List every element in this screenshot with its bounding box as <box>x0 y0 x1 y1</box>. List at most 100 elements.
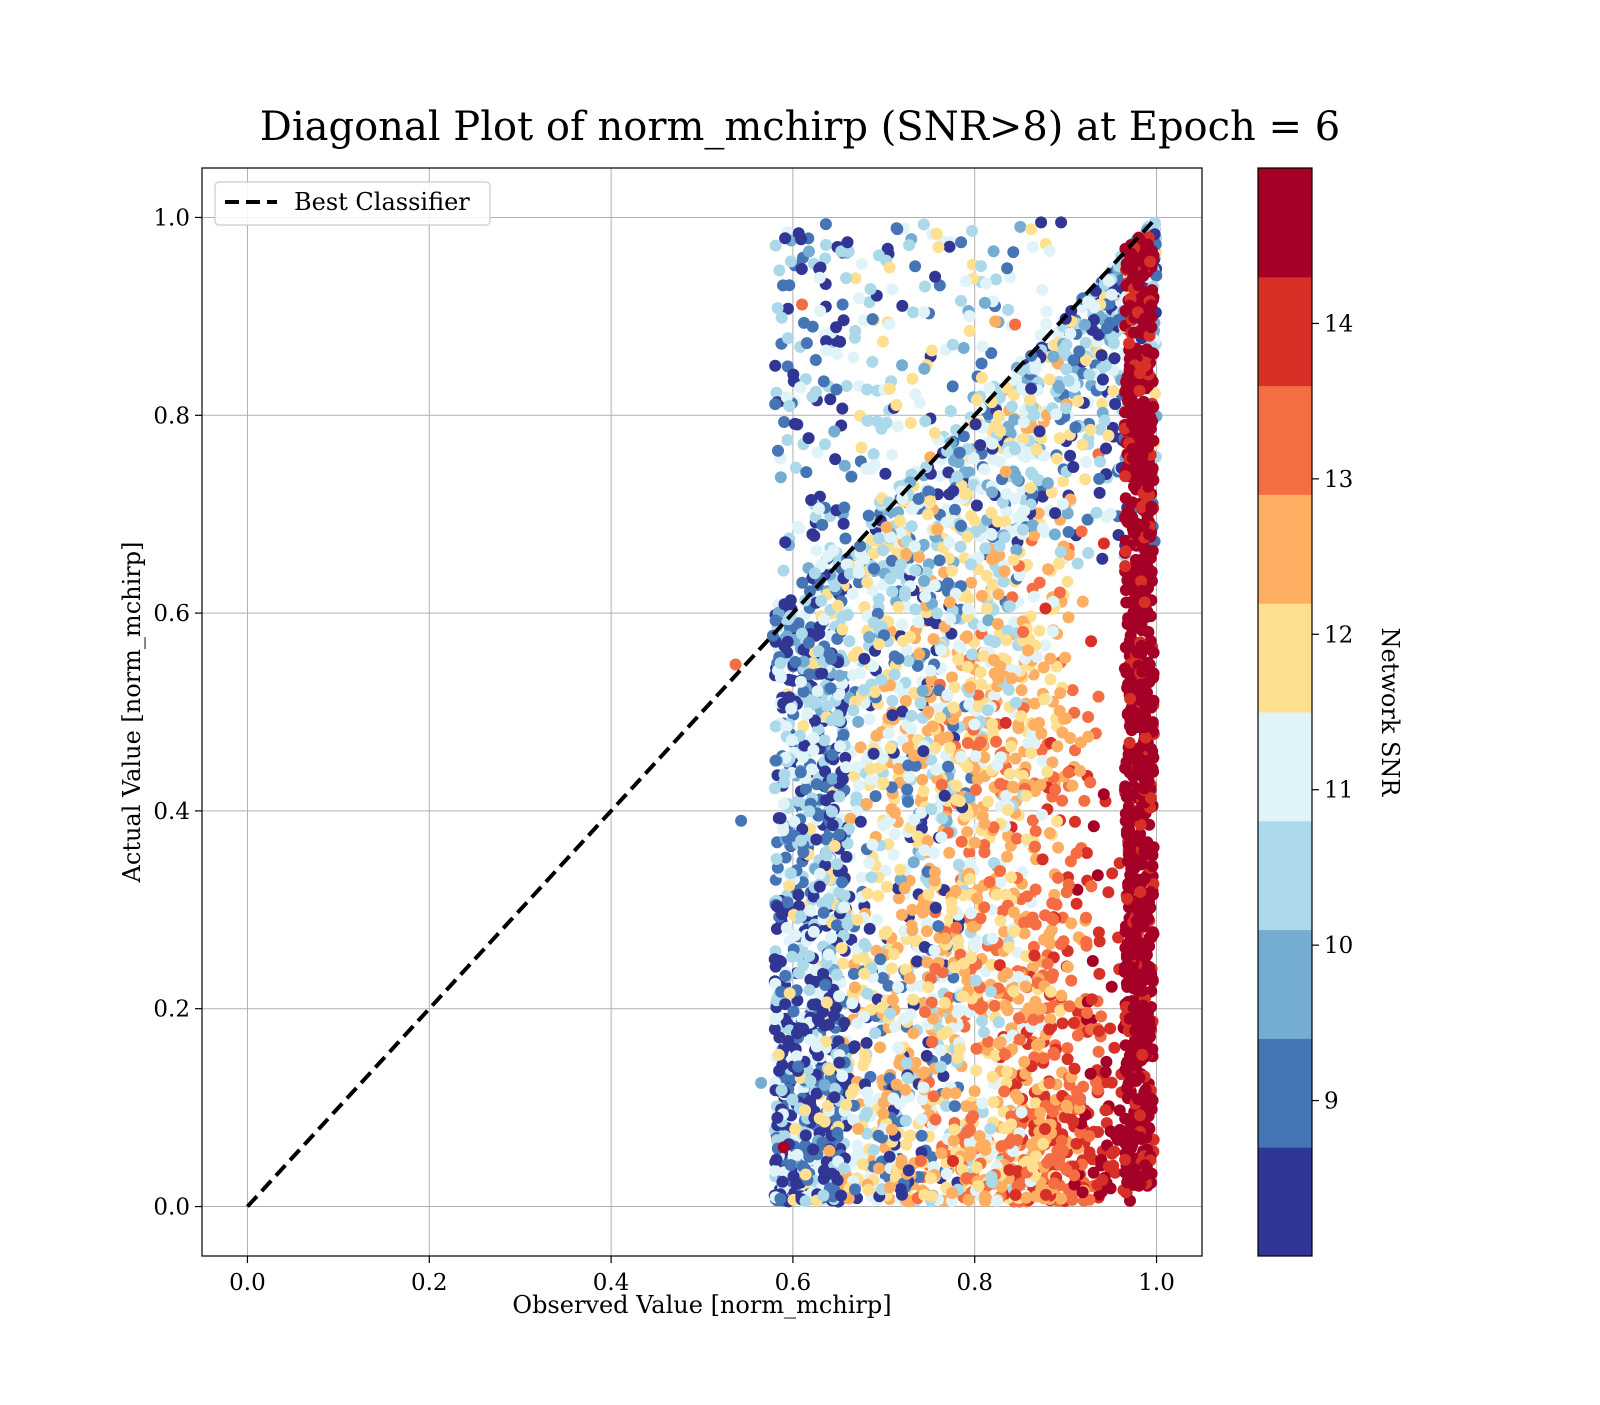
scatter-point <box>943 847 955 859</box>
scatter-point <box>1108 1042 1120 1054</box>
scatter-point <box>1002 304 1014 316</box>
scatter-point <box>1122 375 1134 387</box>
scatter-point <box>1053 558 1065 570</box>
scatter-point <box>829 580 841 592</box>
scatter-point <box>1053 382 1065 394</box>
scatter-point <box>828 1091 840 1103</box>
scatter-point <box>986 553 998 565</box>
scatter-point <box>825 932 837 944</box>
scatter-point <box>976 590 988 602</box>
scatter-point <box>815 262 827 274</box>
scatter-point <box>946 1187 958 1199</box>
scatter-point <box>773 264 785 276</box>
scatter-point <box>1039 909 1051 921</box>
scatter-point <box>1077 439 1089 451</box>
scatter-point <box>819 979 831 991</box>
scatter-point <box>941 1168 953 1180</box>
scatter-point <box>1079 473 1091 485</box>
scatter-point <box>830 384 842 396</box>
scatter-point <box>837 611 849 623</box>
scatter-point <box>1010 374 1022 386</box>
scatter-point <box>779 232 791 244</box>
scatter-point <box>918 306 930 318</box>
scatter-point <box>1094 487 1106 499</box>
scatter-point <box>791 1050 803 1062</box>
scatter-point <box>964 873 976 885</box>
scatter-point <box>1082 711 1094 723</box>
scatter-point <box>1030 825 1042 837</box>
scatter-point <box>991 889 1003 901</box>
scatter-point <box>1010 697 1022 709</box>
scatter-point <box>1011 1134 1023 1146</box>
scatter-point <box>838 901 850 913</box>
scatter-point <box>1008 985 1020 997</box>
scatter-point <box>1027 1161 1039 1173</box>
scatter-point <box>1102 430 1114 442</box>
scatter-point <box>1092 1083 1104 1095</box>
scatter-point <box>866 871 878 883</box>
scatter-point <box>771 1112 783 1124</box>
scatter-point <box>866 356 878 368</box>
scatter-point <box>811 778 823 790</box>
scatter-point <box>781 896 793 908</box>
scatter-point <box>935 831 947 843</box>
scatter-point <box>918 363 930 375</box>
scatter-point <box>1005 741 1017 753</box>
scatter-point <box>1054 1143 1066 1155</box>
scatter-point <box>1063 375 1075 387</box>
scatter-point <box>907 1027 919 1039</box>
scatter-point <box>919 591 931 603</box>
scatter-point <box>950 885 962 897</box>
scatter-point <box>922 508 934 520</box>
scatter-point <box>1037 1138 1049 1150</box>
scatter-point <box>929 945 941 957</box>
scatter-point <box>877 336 889 348</box>
scatter-point <box>999 1049 1011 1061</box>
scatter-point <box>814 1112 826 1124</box>
scatter-point <box>1141 345 1153 357</box>
scatter-point <box>1063 611 1075 623</box>
scatter-point <box>793 1022 805 1034</box>
scatter-point <box>824 648 836 660</box>
scatter-point <box>815 668 827 680</box>
scatter-point <box>874 953 886 965</box>
scatter-point <box>1133 473 1145 485</box>
scatter-point <box>1071 1138 1083 1150</box>
scatter-point <box>778 416 790 428</box>
scatter-point <box>839 889 851 901</box>
scatter-point <box>1120 597 1132 609</box>
scatter-point <box>1037 522 1049 534</box>
scatter-point <box>813 503 825 515</box>
scatter-point <box>800 1195 812 1207</box>
scatter-point <box>858 653 870 665</box>
scatter-point <box>1038 693 1050 705</box>
scatter-point <box>962 603 974 615</box>
scatter-point <box>942 761 954 773</box>
scatter-point <box>772 445 784 457</box>
scatter-point <box>895 558 907 570</box>
scatter-point <box>1062 961 1074 973</box>
scatter-point <box>808 732 820 744</box>
scatter-point <box>888 849 900 861</box>
scatter-point <box>775 671 787 683</box>
scatter-point <box>1067 684 1079 696</box>
scatter-point <box>785 867 797 879</box>
scatter-point <box>836 876 848 888</box>
scatter-point <box>1074 765 1086 777</box>
scatter-point <box>894 864 906 876</box>
scatter-point <box>928 633 940 645</box>
scatter-point <box>848 351 860 363</box>
scatter-point <box>956 836 968 848</box>
scatter-point <box>852 1123 864 1135</box>
scatter-point <box>814 272 826 284</box>
scatter-point <box>1104 1023 1116 1035</box>
scatter-point <box>1022 916 1034 928</box>
scatter-point <box>819 1170 831 1182</box>
scatter-point <box>1020 790 1032 802</box>
scatter-point <box>1080 456 1092 468</box>
scatter-point <box>1119 961 1131 973</box>
scatter-point <box>967 921 979 933</box>
scatter-point <box>777 824 789 836</box>
scatter-point <box>995 751 1007 763</box>
